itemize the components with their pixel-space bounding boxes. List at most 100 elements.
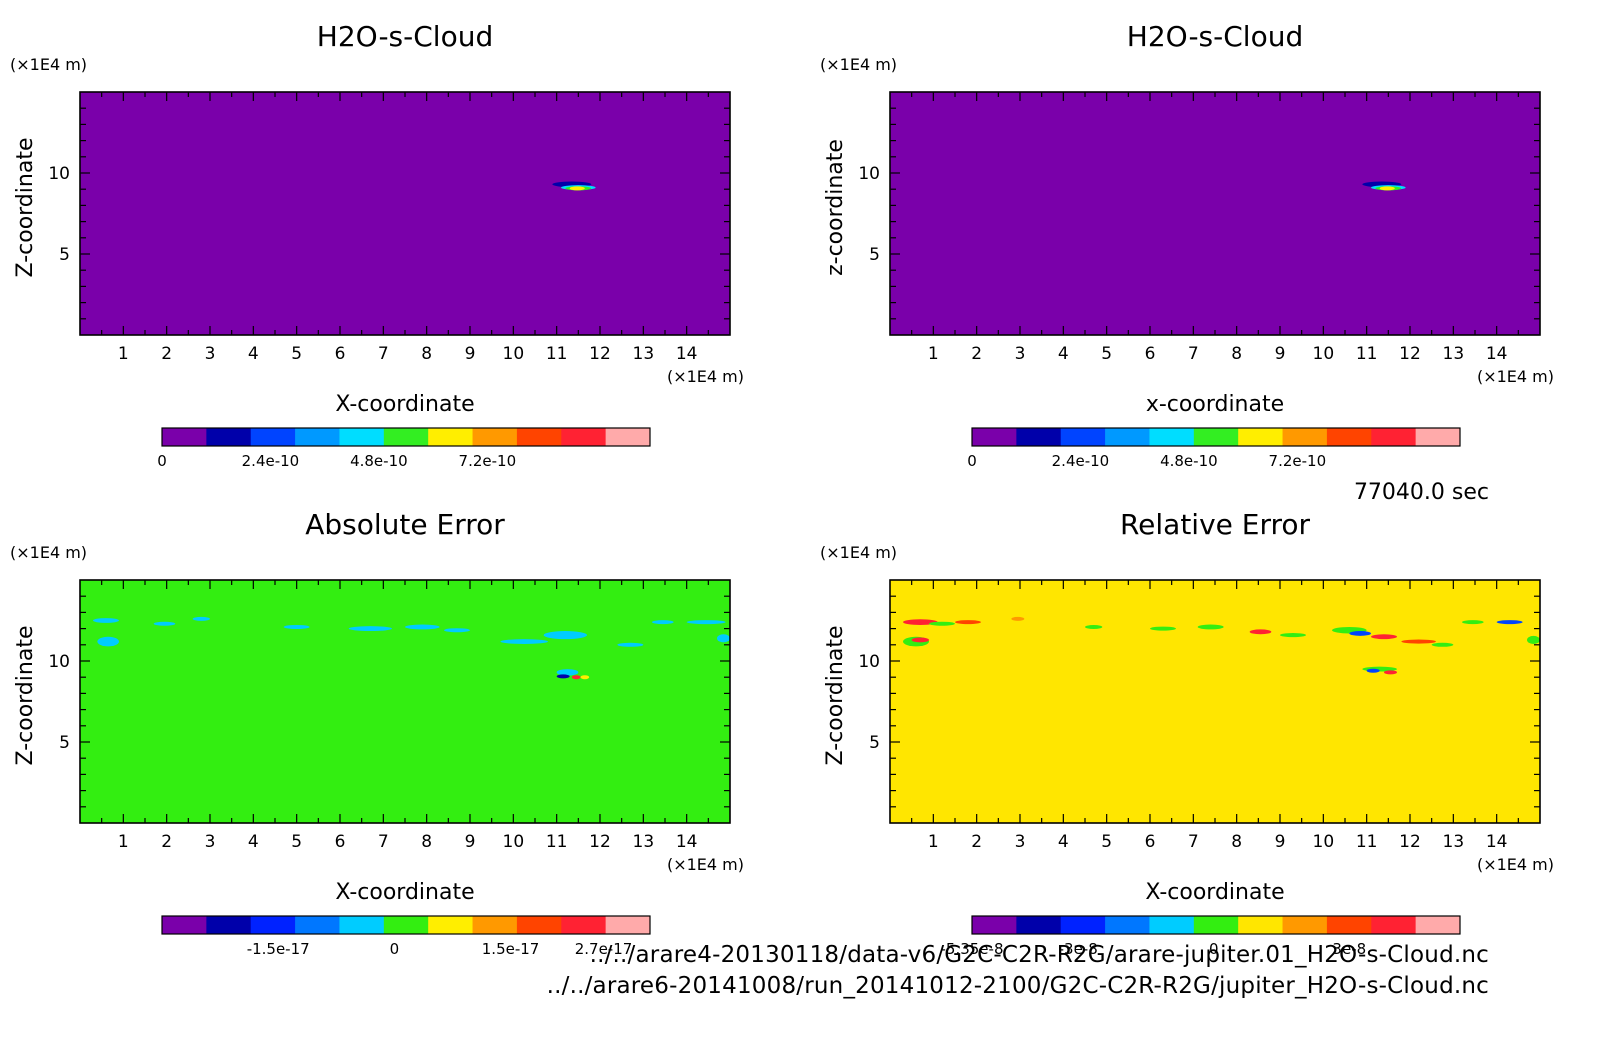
- colorbar-swatch: [1016, 428, 1062, 446]
- x-tick-label: 4: [248, 832, 259, 852]
- x-tick-label: 12: [589, 344, 611, 364]
- colorbar-swatch: [1282, 916, 1328, 934]
- x-tick-label: 2: [971, 344, 982, 364]
- x-tick-label: 12: [1399, 344, 1421, 364]
- colorbar-tick-label: 0: [390, 940, 400, 958]
- x-tick-label: 9: [1275, 832, 1286, 852]
- x-tick-label: 10: [503, 344, 525, 364]
- y-axis-label: z-coordinate: [823, 139, 848, 276]
- x-tick-label: 14: [1486, 832, 1508, 852]
- colorbar-swatch: [472, 428, 518, 446]
- colorbar-swatch: [972, 916, 1017, 934]
- x-tick-label: 13: [633, 344, 655, 364]
- colorbar-tick-label: 4.8e-10: [1160, 452, 1218, 470]
- x-tick-label: 5: [291, 832, 302, 852]
- colorbar-swatch: [1060, 428, 1106, 446]
- field-background: [890, 580, 1540, 823]
- field-feature: [93, 618, 119, 623]
- field-feature: [929, 621, 955, 626]
- panel-title: Relative Error: [1120, 508, 1311, 541]
- colorbar-swatch: [1193, 428, 1239, 446]
- colorbar-swatch: [339, 428, 385, 446]
- x-tick-label: 2: [971, 832, 982, 852]
- panel-2: H2O-s-Cloud(×1E4 m)1 2 3 4 5 6 7 8 9 10 11 12 13 1451…: [820, 20, 1554, 470]
- field-feature: [1150, 626, 1176, 631]
- x-tick-label: 5: [1101, 344, 1112, 364]
- x-tick-label: 10: [503, 832, 525, 852]
- colorbar-swatch: [1238, 916, 1284, 934]
- x-tick-label: 13: [1443, 344, 1465, 364]
- colorbar-swatch: [250, 428, 296, 446]
- field-background: [80, 580, 730, 823]
- y-unit-label: (×1E4 m): [820, 543, 897, 562]
- x-tick-label: 1: [928, 832, 939, 852]
- colorbar-swatch: [1238, 428, 1284, 446]
- x-tick-label: 3: [205, 832, 216, 852]
- x-tick-label: 8: [421, 832, 432, 852]
- colorbar-swatch: [1193, 916, 1239, 934]
- x-tick-label: 12: [589, 832, 611, 852]
- colorbar-swatch: [1282, 428, 1328, 446]
- x-tick-label: 2: [161, 832, 172, 852]
- x-tick-label: 13: [633, 832, 655, 852]
- panel-1: H2O-s-Cloud(×1E4 m)1 2 3 4 5 6 7 8 9 10 11 12 13 1451…: [10, 20, 744, 470]
- colorbar-swatch: [561, 428, 607, 446]
- colorbar-swatch: [339, 916, 385, 934]
- time-label: 77040.0 sec: [1353, 480, 1489, 505]
- colorbar-swatch: [250, 916, 296, 934]
- field-feature: [543, 631, 587, 640]
- field-feature: [1462, 620, 1484, 625]
- field-feature: [1496, 620, 1523, 625]
- colorbar-tick-label: 2.4e-10: [242, 452, 300, 470]
- x-tick-label: 7: [1188, 832, 1199, 852]
- x-tick-label: 11: [546, 344, 568, 364]
- x-tick-label: 1: [118, 832, 129, 852]
- x-tick-label: 9: [1275, 344, 1286, 364]
- x-tick-label: 4: [1058, 832, 1069, 852]
- field-feature: [283, 624, 310, 630]
- field-feature: [1366, 668, 1380, 673]
- colorbar-swatch: [295, 428, 340, 446]
- colorbar-swatch: [383, 916, 429, 934]
- x-tick-label: 6: [335, 344, 346, 364]
- x-tick-label: 3: [1015, 344, 1026, 364]
- x-tick-label: 12: [1399, 832, 1421, 852]
- x-tick-label: 4: [248, 344, 259, 364]
- colorbar-swatch: [1149, 916, 1195, 934]
- x-tick-label: 3: [205, 344, 216, 364]
- x-tick-label: 14: [676, 344, 698, 364]
- field-feature: [1431, 642, 1454, 647]
- field-feature: [1280, 633, 1306, 638]
- field-feature: [500, 639, 548, 644]
- field-feature: [1349, 631, 1371, 636]
- y-axis-label: Z-coordinate: [13, 138, 38, 278]
- y-tick-label: 10: [858, 652, 880, 672]
- field-feature: [686, 620, 726, 625]
- x-axis-label: X-coordinate: [1145, 880, 1284, 905]
- field-feature: [97, 636, 119, 647]
- panel-title: Absolute Error: [305, 508, 505, 541]
- colorbar-frame: [161, 915, 651, 935]
- colorbar-swatch: [383, 428, 429, 446]
- panel-title: H2O-s-Cloud: [1127, 20, 1303, 53]
- field-feature: [571, 675, 581, 680]
- colorbar-tick-label: 7.2e-10: [459, 452, 517, 470]
- x-tick-label: 5: [291, 344, 302, 364]
- x-tick-label: 7: [378, 344, 389, 364]
- field-feature: [1249, 629, 1272, 635]
- x-tick-label: 11: [1356, 344, 1378, 364]
- colorbar-swatch: [428, 428, 474, 446]
- field-feature: [955, 620, 981, 625]
- file-path-2: ../../arare6-20141008/run_20141012-2100/…: [546, 973, 1489, 999]
- field-feature: [556, 674, 570, 679]
- field-background: [890, 92, 1540, 335]
- y-tick-label: 5: [869, 245, 880, 265]
- x-tick-label: 5: [1101, 832, 1112, 852]
- field-feature: [911, 637, 929, 643]
- x-unit-label: (×1E4 m): [1477, 367, 1554, 386]
- field-feature: [1085, 624, 1103, 629]
- x-tick-label: 10: [1313, 344, 1335, 364]
- colorbar-swatch: [1371, 916, 1417, 934]
- field-feature: [1379, 186, 1395, 191]
